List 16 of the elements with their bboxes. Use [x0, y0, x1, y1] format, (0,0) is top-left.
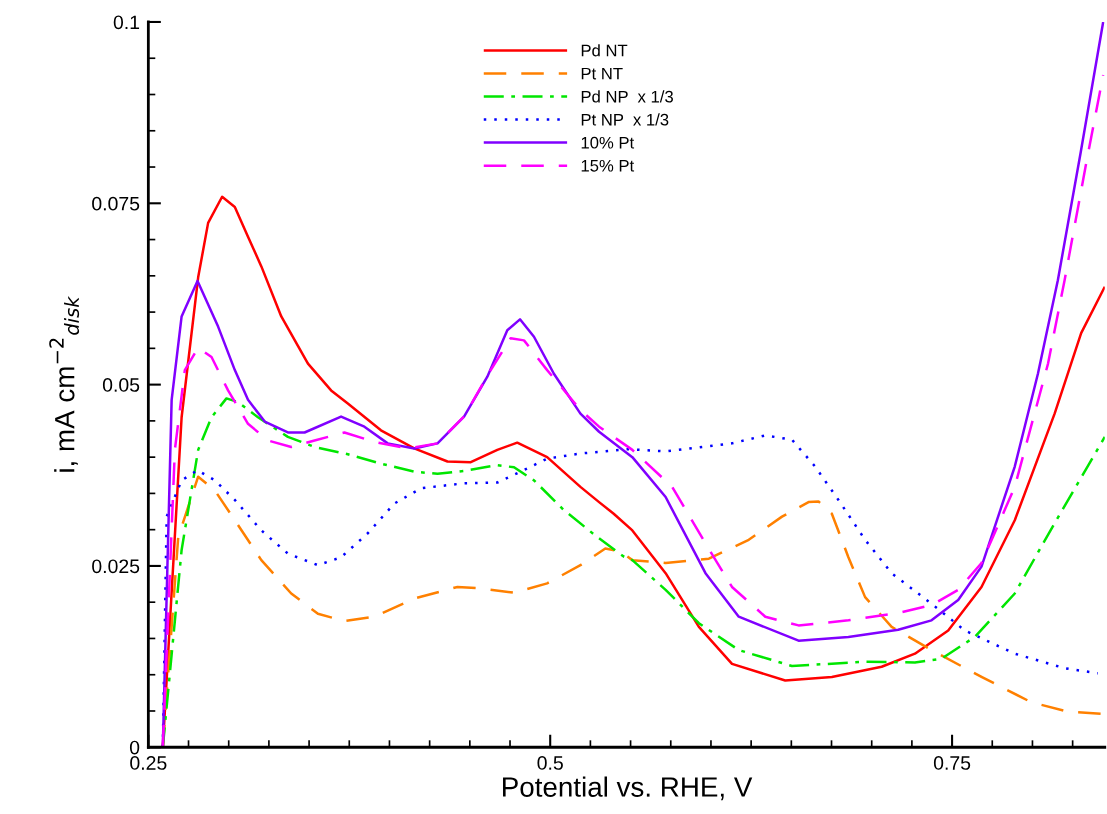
legend-label: Pt NT [581, 67, 623, 80]
y-tick-label: 0.025 [92, 559, 140, 574]
legend-label: 15% Pt [581, 159, 635, 172]
x-axis-title: Potential vs. RHE, V [503, 776, 753, 801]
y-tick-label: 0.075 [92, 196, 140, 211]
x-tick-label: 0.75 [933, 756, 971, 770]
legend-label: 10% Pt [581, 136, 635, 149]
y-axis-title: i, mA cm$^{−2}$$_{disk}$ [49, 295, 80, 472]
legend-label: Pd NT [581, 44, 628, 57]
legend-label: Pt NP x 1/3 [581, 113, 669, 126]
x-tick-label: 0.5 [537, 756, 563, 770]
x-tick-label: 0.25 [130, 756, 167, 770]
y-tick-label: 0.1 [113, 15, 140, 30]
y-tick-label: 0.05 [102, 378, 140, 392]
y-tick-label: 0 [129, 740, 140, 755]
legend-label: Pd NP x 1/3 [581, 90, 673, 103]
